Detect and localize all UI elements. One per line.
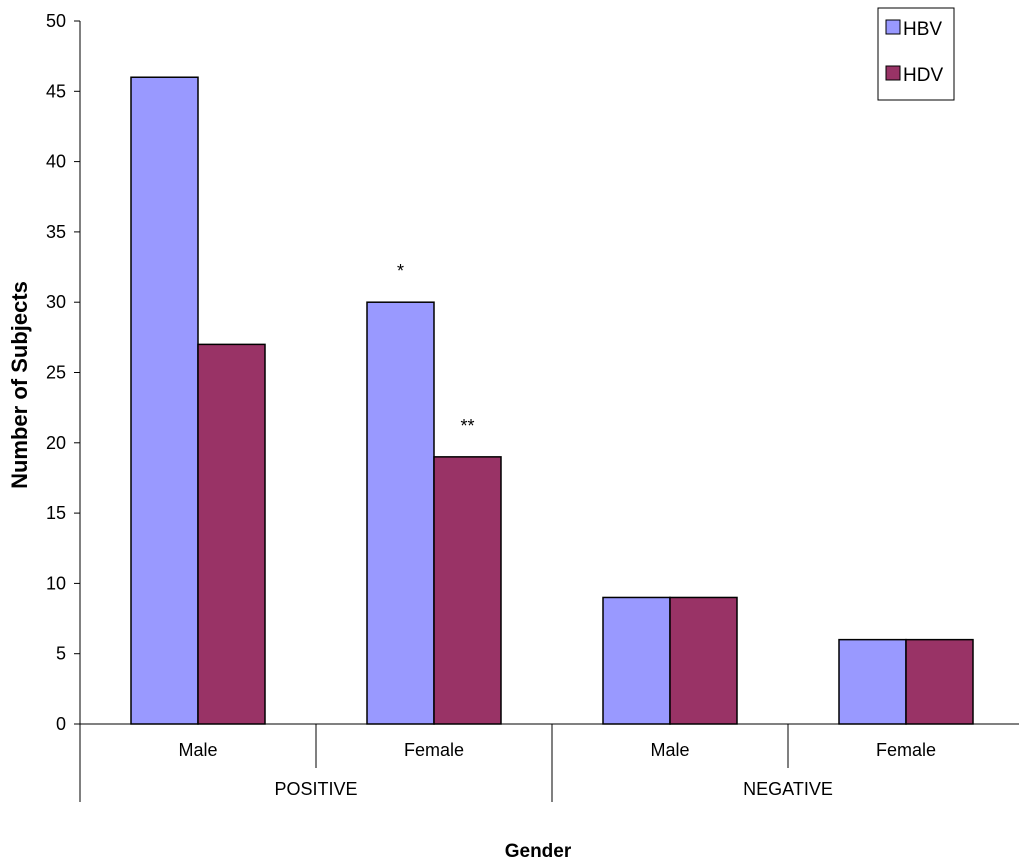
bars xyxy=(130,76,974,725)
x-tick-label: Female xyxy=(876,740,936,760)
x-axis-title: Gender xyxy=(505,841,572,861)
y-tick-label: 0 xyxy=(56,714,66,734)
significance-marker: * xyxy=(397,261,404,281)
bar-hbv-2 xyxy=(602,596,671,725)
y-tick-label: 50 xyxy=(46,11,66,31)
bar-hbv-0 xyxy=(130,76,199,725)
y-tick-label: 35 xyxy=(46,222,66,242)
legend-swatch xyxy=(885,19,901,35)
x-tick-label: Female xyxy=(404,740,464,760)
legend-label: HBV xyxy=(903,19,942,40)
bar-hdv-3 xyxy=(905,638,974,725)
y-tick-label: 20 xyxy=(46,433,66,453)
significance-marker: ** xyxy=(460,416,474,436)
x-tick-label: Male xyxy=(178,740,217,760)
group-label: POSITIVE xyxy=(274,779,357,799)
annotations: *** xyxy=(397,261,475,436)
x-axis: Male Female Male Female POSITIVE NEGATIVE xyxy=(79,723,1019,802)
y-axis-title: Number of Subjects xyxy=(7,281,32,489)
bar-hdv-2 xyxy=(669,596,738,725)
legend: HBV HDV xyxy=(877,7,955,101)
bar-hbv-1 xyxy=(366,301,435,725)
legend-label: HDV xyxy=(903,65,943,86)
y-tick-label: 30 xyxy=(46,292,66,312)
y-tick-label: 40 xyxy=(46,152,66,172)
y-tick-label: 45 xyxy=(46,81,66,101)
bar-hdv-1 xyxy=(433,456,502,725)
group-label: NEGATIVE xyxy=(743,779,833,799)
x-tick-label: Male xyxy=(650,740,689,760)
y-tick-label: 15 xyxy=(46,503,66,523)
bar-hdv-0 xyxy=(197,343,266,725)
y-tick-label: 10 xyxy=(46,573,66,593)
y-tick-label: 25 xyxy=(46,363,66,383)
y-axis: 0 5 10 15 20 25 30 35 40 45 50 xyxy=(46,11,81,734)
legend-swatch xyxy=(885,65,901,81)
bar-hbv-3 xyxy=(838,638,907,725)
legend-box xyxy=(877,7,955,101)
y-tick-label: 5 xyxy=(56,644,66,664)
